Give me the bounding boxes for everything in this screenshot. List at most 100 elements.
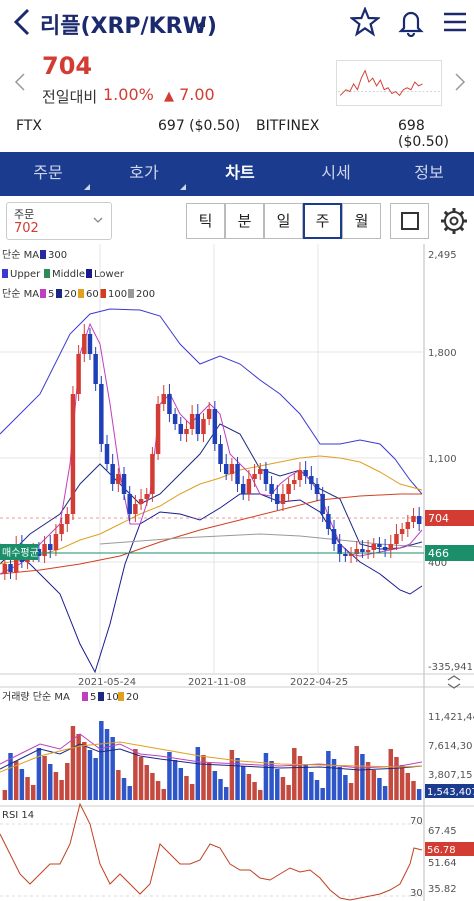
next-coin-icon[interactable]: [454, 72, 466, 92]
volume-bar: [2, 790, 8, 800]
tab-info[interactable]: 정보: [414, 163, 444, 182]
volume-bar: [138, 757, 144, 800]
candle-body: [280, 494, 286, 504]
volume-bar: [303, 764, 308, 800]
candle-body: [377, 544, 382, 547]
candle-body: [405, 522, 411, 529]
candle-body: [240, 484, 246, 494]
rsi-label: RSI 14: [2, 810, 34, 821]
sparkline: [336, 60, 442, 106]
expand-panel-icon[interactable]: [447, 675, 461, 689]
page-title[interactable]: 리플(XRP/KRW): [40, 14, 217, 39]
period-minute[interactable]: 분: [225, 203, 264, 239]
volume-bar: [99, 721, 104, 800]
candle-body: [269, 484, 274, 494]
exchange-value-2: 698 ($0.50): [398, 118, 450, 150]
candle-body: [303, 470, 308, 476]
volume-bar: [297, 756, 303, 800]
period-month[interactable]: 월: [342, 203, 381, 239]
bell-icon[interactable]: [396, 7, 426, 37]
tab-order[interactable]: 주문: [0, 152, 96, 196]
legend-ma20-label: 20: [64, 289, 77, 300]
candle-body: [195, 414, 201, 434]
volume-ma20-line: [0, 741, 423, 773]
candle-body: [212, 409, 218, 444]
legend-ma300-swatch: [40, 250, 46, 259]
tab-chart[interactable]: 차트: [225, 163, 255, 182]
menu-icon[interactable]: [440, 7, 470, 37]
exchange-name-1: FTX: [16, 118, 42, 134]
star-icon[interactable]: [350, 7, 380, 37]
prev-day-label: 전일대비: [42, 88, 98, 106]
candle-body: [42, 544, 47, 556]
prev-coin-icon[interactable]: [14, 72, 26, 92]
candle-body: [411, 516, 416, 522]
back-icon[interactable]: [8, 6, 38, 38]
volume-ma20-swatch: [118, 692, 124, 701]
volume-bar: [416, 789, 422, 800]
volume-bar: [8, 753, 13, 800]
candle-body: [201, 419, 206, 434]
candle-body: [48, 544, 53, 550]
volume-bar: [82, 742, 87, 800]
tab-market[interactable]: 시세: [321, 163, 351, 182]
period-tick[interactable]: 틱: [186, 203, 225, 239]
candle-body: [150, 454, 155, 494]
fullscreen-button[interactable]: [390, 203, 429, 239]
volume-bar: [42, 756, 47, 800]
volume-bar: [144, 765, 149, 800]
legend-ma300: 단순 MA 300: [2, 249, 67, 261]
tab-order-dropdown-icon: [84, 184, 90, 190]
volume-bar: [365, 762, 371, 800]
bollinger-upper-line: [0, 308, 423, 495]
candle-body: [76, 354, 81, 394]
volume-bar: [280, 777, 286, 800]
order-value: 702: [14, 221, 39, 236]
volume-bar: [13, 761, 19, 800]
volume-bar: [246, 774, 252, 800]
legend-lower-swatch: [86, 269, 92, 278]
price-chart[interactable]: 단순 MA 300 Upper Middle Lower 단순 MA 5 20 …: [0, 244, 474, 901]
volume-bar: [121, 778, 127, 800]
tab-orderbook[interactable]: 호가: [96, 152, 192, 196]
change-percent: 1.00%: [103, 85, 154, 104]
rsi-axis-label: 35.82: [428, 884, 457, 895]
period-day[interactable]: 일: [264, 203, 303, 239]
volume-bar: [70, 726, 76, 800]
avg-buy-tag: [0, 544, 38, 560]
volume-bar: [36, 748, 42, 800]
candle-body: [388, 544, 394, 550]
volume-bar: [405, 773, 411, 800]
volume-bar: [30, 785, 36, 800]
candle-body: [326, 514, 331, 529]
volume-bar: [150, 773, 155, 800]
period-week[interactable]: 주: [303, 203, 342, 239]
rsi-axis-label: 51.64: [428, 858, 457, 869]
candle-body: [337, 544, 342, 554]
candle-body: [144, 494, 149, 499]
candle-body: [104, 444, 110, 464]
candle-body: [297, 470, 303, 480]
candle-body: [133, 504, 138, 514]
volume-bar: [337, 767, 342, 800]
volume-bar: [320, 788, 325, 800]
volume-legend-prefix: 거래량 단순 MA: [2, 691, 70, 703]
candle-body: [235, 464, 240, 484]
title-dropdown-icon[interactable]: [196, 18, 205, 27]
candle-body: [184, 429, 189, 434]
candle-body: [394, 534, 399, 544]
volume-bar: [167, 752, 172, 800]
gear-icon[interactable]: [436, 203, 472, 239]
volume-legend: 거래량 단순 MA 5 10 20: [2, 691, 139, 703]
volume-ma20-label: 20: [126, 692, 139, 703]
candle-body: [65, 514, 70, 524]
volume-bar: [19, 769, 25, 800]
legend-ma20-swatch: [56, 289, 62, 298]
volume-bar: [212, 771, 218, 800]
rsi-line: [0, 802, 423, 901]
avg-buy-tag-label: 매수평균: [2, 547, 39, 559]
volume-bar: [371, 770, 376, 800]
volume-bar: [394, 757, 399, 800]
order-price-select[interactable]: 주문 702: [6, 202, 112, 240]
candle-body: [59, 524, 64, 534]
